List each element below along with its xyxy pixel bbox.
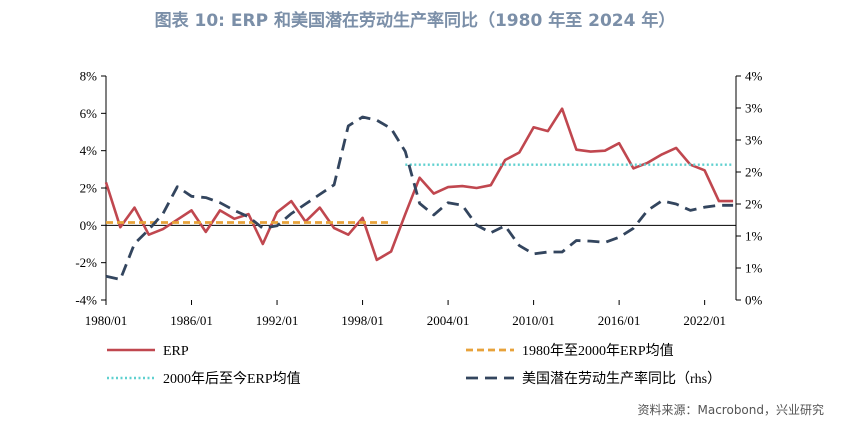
y-right-tick-label: 2% [745, 197, 763, 212]
y-left-tick-label: 6% [80, 106, 98, 121]
x-tick-label: 2016/01 [598, 313, 641, 328]
erp-line [104, 107, 734, 262]
legend-label: ERP [163, 344, 189, 359]
legend-label: 美国潜在劳动生产率同比（rhs） [522, 370, 721, 387]
legend: ERP 1980年至2000年ERP均值 2000年后至今ERP均值 美国潜在劳动生产… [107, 343, 721, 387]
y-left-tick-label: 4% [80, 143, 98, 158]
x-tick-label: 2004/01 [427, 313, 470, 328]
legend-erp: ERP [107, 344, 189, 359]
legend-productivity-yoy: 美国潜在劳动生产率同比（rhs） [466, 370, 721, 387]
source-note: 资料来源：Macrobond，兴业研究 [638, 402, 825, 417]
x-tick-label: 1986/01 [170, 313, 213, 328]
y-axis-right-ticks: 0% 1% 1% 2% 2% 3% 3% 4% [736, 69, 763, 308]
x-axis-ticks: 1980/01 1986/01 1992/01 1998/01 2004/01 2010/… [85, 300, 726, 328]
legend-label: 1980年至2000年ERP均值 [522, 343, 674, 359]
chart-title: 图表 10: ERP 和美国潜在劳动生产率同比（1980 年至 2024 年） [155, 10, 676, 31]
legend-erp-mean-post-2000: 2000年后至今ERP均值 [107, 371, 301, 387]
x-tick-label: 1992/01 [256, 313, 299, 328]
y-right-tick-label: 4% [745, 69, 763, 84]
y-axis-left-ticks: -4% -2% 0% 2% 4% 6% 8% [75, 69, 106, 308]
x-tick-label: 1980/01 [85, 313, 128, 328]
y-right-tick-label: 2% [745, 165, 763, 180]
y-right-tick-label: 0% [745, 293, 763, 308]
y-left-tick-label: 2% [80, 181, 98, 196]
y-right-tick-label: 3% [745, 101, 763, 116]
y-left-tick-label: 8% [80, 69, 98, 84]
y-right-tick-label: 1% [745, 229, 763, 244]
x-tick-label: 2022/01 [683, 313, 726, 328]
y-right-tick-label: 3% [745, 133, 763, 148]
y-left-tick-label: -4% [75, 293, 97, 308]
x-tick-label: 2010/01 [512, 313, 555, 328]
series-layer [104, 107, 734, 281]
y-left-tick-label: 0% [80, 218, 98, 233]
axes [105, 76, 737, 300]
legend-label: 2000年后至今ERP均值 [163, 371, 301, 387]
productivity-yoy-line [105, 115, 734, 281]
y-left-tick-label: -2% [75, 255, 97, 270]
legend-erp-mean-1980-2000: 1980年至2000年ERP均值 [466, 343, 674, 359]
y-right-tick-label: 1% [745, 261, 763, 276]
x-tick-label: 1998/01 [341, 313, 384, 328]
